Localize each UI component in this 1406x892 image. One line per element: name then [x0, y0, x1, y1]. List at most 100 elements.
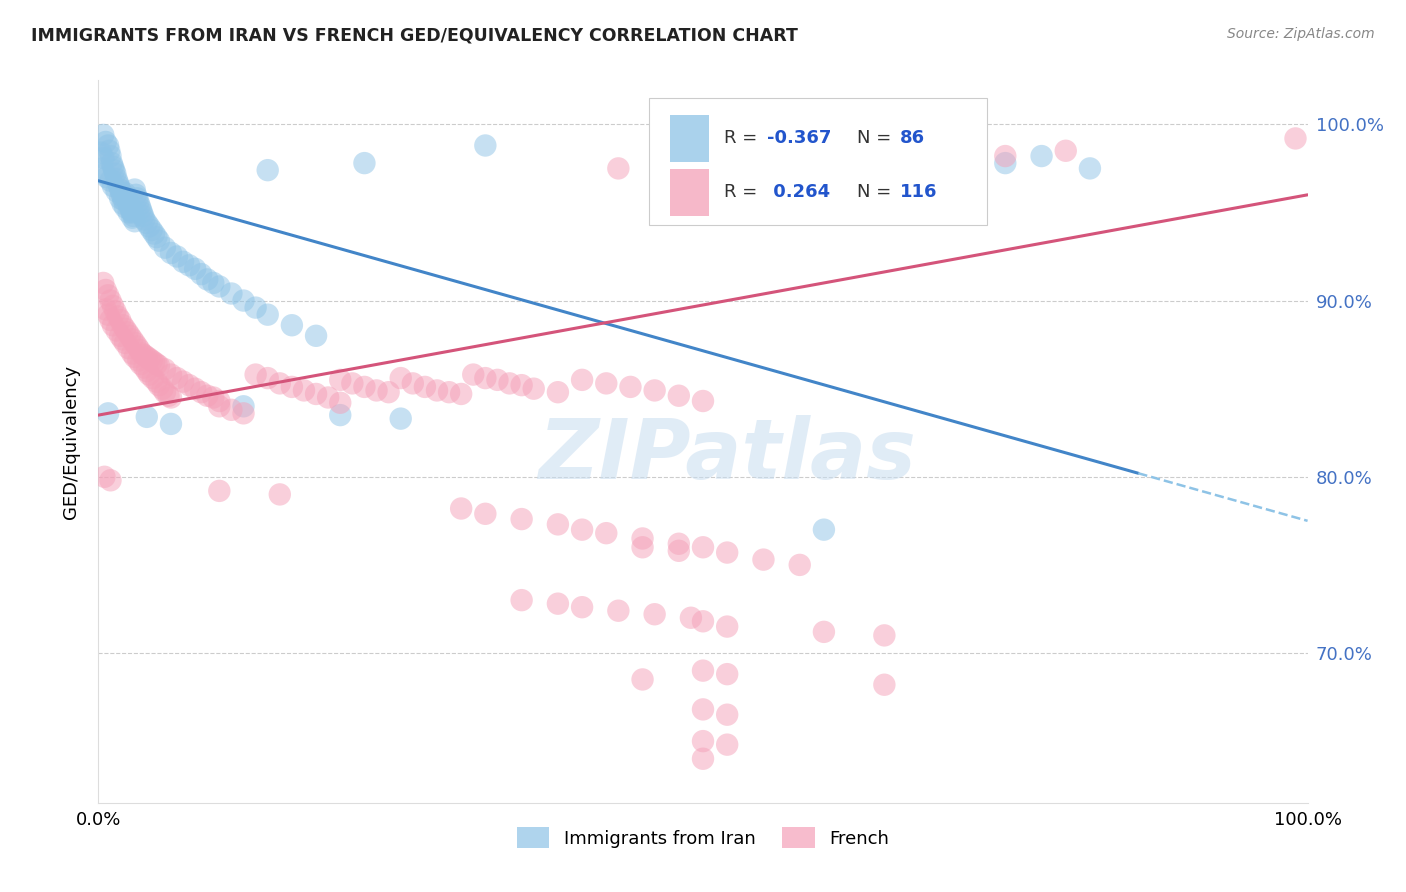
Point [118, 341, 141, 355]
Point [152, 382, 174, 396]
Point [377, 385, 399, 400]
Point [1054, 144, 1077, 158]
Point [716, 707, 738, 722]
Point [716, 545, 738, 559]
Point [179, 378, 201, 392]
Point [292, 384, 315, 398]
Point [134, 212, 156, 227]
Point [957, 144, 980, 158]
Point [108, 191, 131, 205]
Point [172, 254, 194, 268]
Point [107, 310, 129, 324]
Point [716, 738, 738, 752]
Point [100, 174, 122, 188]
Point [148, 234, 170, 248]
Point [117, 193, 139, 207]
Point [103, 163, 125, 178]
Point [132, 209, 155, 223]
Point [125, 187, 148, 202]
Point [148, 359, 170, 373]
Point [160, 417, 183, 431]
Point [124, 335, 146, 350]
Point [122, 209, 145, 223]
Point [232, 293, 254, 308]
Point [94, 135, 117, 149]
Point [547, 385, 569, 400]
Point [256, 163, 278, 178]
Point [114, 335, 136, 350]
Point [97, 308, 120, 322]
Point [644, 384, 666, 398]
Point [157, 389, 180, 403]
Point [547, 597, 569, 611]
Point [153, 385, 176, 400]
Point [692, 541, 714, 555]
Point [329, 396, 352, 410]
Point [510, 593, 533, 607]
Point [655, 170, 678, 185]
Point [305, 387, 328, 401]
Bar [671, 114, 709, 161]
Point [208, 279, 231, 293]
Point [269, 376, 291, 391]
Point [245, 301, 267, 315]
Point [692, 664, 714, 678]
Point [256, 371, 278, 385]
Point [190, 385, 212, 400]
Point [124, 182, 146, 196]
Point [111, 318, 134, 333]
Point [631, 532, 654, 546]
Point [153, 241, 176, 255]
Point [127, 191, 149, 205]
Point [96, 170, 118, 185]
Point [179, 258, 201, 272]
Point [692, 752, 714, 766]
Point [143, 355, 166, 369]
Point [316, 391, 339, 405]
Point [138, 351, 160, 366]
Point [716, 619, 738, 633]
Point [129, 357, 152, 371]
Point [474, 371, 496, 385]
Point [232, 406, 254, 420]
Point [873, 144, 896, 158]
Point [668, 543, 690, 558]
Point [105, 184, 128, 198]
Point [104, 167, 127, 181]
Point [98, 144, 121, 158]
Point [105, 324, 128, 338]
Point [166, 371, 188, 385]
Point [101, 160, 124, 174]
Point [91, 151, 114, 165]
Point [195, 389, 218, 403]
Point [547, 517, 569, 532]
Point [100, 156, 122, 170]
Point [281, 380, 304, 394]
Point [148, 378, 170, 392]
Point [124, 350, 146, 364]
Point [342, 376, 364, 391]
Text: IMMIGRANTS FROM IRAN VS FRENCH GED/EQUIVALENCY CORRELATION CHART: IMMIGRANTS FROM IRAN VS FRENCH GED/EQUIV… [31, 27, 797, 45]
Point [402, 376, 425, 391]
Point [100, 149, 122, 163]
Point [142, 371, 165, 385]
Point [166, 250, 188, 264]
Point [108, 182, 131, 196]
Point [118, 200, 141, 214]
Point [97, 406, 120, 420]
Point [389, 411, 412, 425]
Point [595, 376, 617, 391]
Point [202, 391, 225, 405]
Point [668, 389, 690, 403]
Point [121, 211, 143, 225]
Point [873, 628, 896, 642]
Point [389, 371, 412, 385]
Point [172, 375, 194, 389]
Point [104, 304, 127, 318]
Point [141, 223, 163, 237]
Point [128, 343, 150, 357]
Point [450, 501, 472, 516]
Text: 116: 116 [900, 183, 938, 202]
Point [668, 537, 690, 551]
Point [129, 202, 152, 216]
